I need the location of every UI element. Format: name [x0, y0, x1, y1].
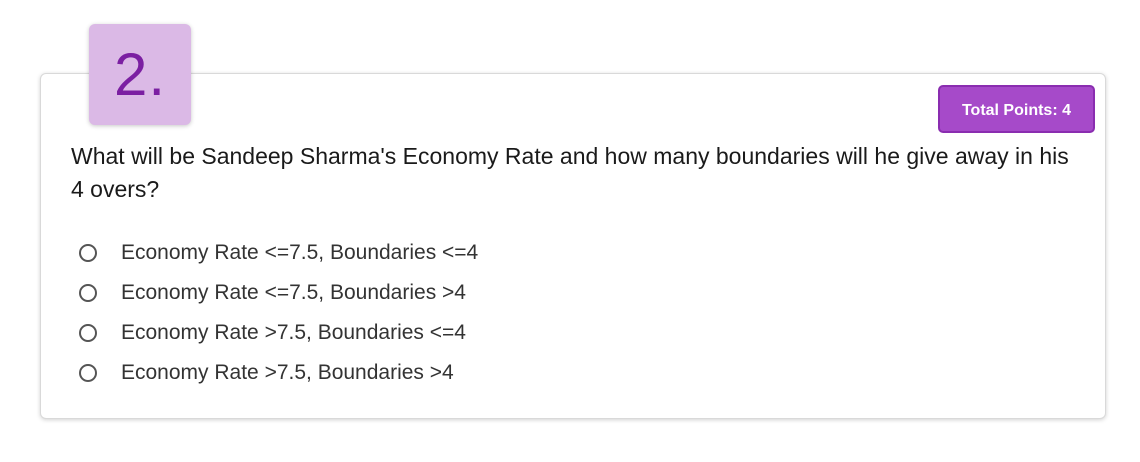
radio-button-icon[interactable]	[79, 244, 97, 262]
answer-option-label: Economy Rate <=7.5, Boundaries <=4	[121, 241, 479, 264]
answer-option-label: Economy Rate >7.5, Boundaries >4	[121, 361, 454, 384]
question-number-badge: 2.	[89, 24, 191, 125]
answer-option-label: Economy Rate >7.5, Boundaries <=4	[121, 321, 466, 344]
total-points-badge: Total Points: 4	[937, 85, 1095, 133]
question-text: What will be Sandeep Sharma's Economy Ra…	[71, 143, 1069, 202]
answer-option-3[interactable]: Economy Rate >7.5, Boundaries <=4	[77, 313, 478, 353]
radio-button-icon[interactable]	[79, 324, 97, 342]
answer-option-label: Economy Rate <=7.5, Boundaries >4	[121, 281, 466, 304]
question-card: Total Points: 4 What will be Sandeep Sha…	[40, 73, 1106, 419]
radio-button-icon[interactable]	[79, 284, 97, 302]
answer-option-4[interactable]: Economy Rate >7.5, Boundaries >4	[77, 353, 478, 393]
radio-button-icon[interactable]	[79, 364, 97, 382]
answer-options: Economy Rate <=7.5, Boundaries <=4 Econo…	[77, 233, 478, 393]
answer-option-2[interactable]: Economy Rate <=7.5, Boundaries >4	[77, 273, 478, 313]
answer-option-1[interactable]: Economy Rate <=7.5, Boundaries <=4	[77, 233, 478, 273]
